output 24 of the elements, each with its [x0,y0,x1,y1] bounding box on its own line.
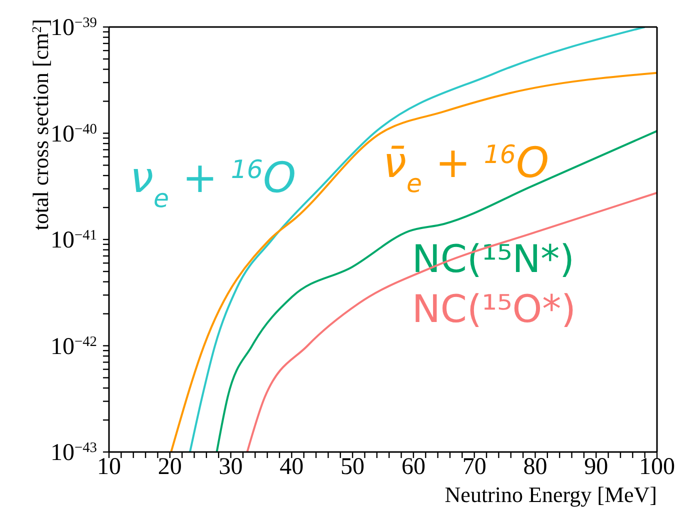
x-tick-label: 20 [158,454,182,480]
y-tick-label: 10$^{−39}$ [50,15,97,41]
x-tick-label: 50 [340,454,365,480]
series-label: ν$_{e}$ + $^{16}$O [130,153,296,212]
x-axis-title: Neutrino Energy [MeV] [444,482,657,507]
y-tick-label: 10$^{−42}$ [50,334,97,360]
y-tick-label: 10$^{−43}$ [50,440,97,466]
x-tick-label: 90 [584,454,608,480]
x-tick-label: 70 [462,454,486,480]
x-tick-label: 80 [523,454,548,480]
series-label: NC(¹⁵O*) [412,287,576,331]
line-series [216,130,657,452]
x-tick-label: 30 [218,454,243,480]
series-label: ν̄$_{e}$ + $^{16}$O [383,138,549,198]
x-tick-label: 10 [97,454,121,480]
x-tick-label: 40 [280,454,304,480]
series-label: NC(¹⁵N*) [412,237,575,281]
x-tick-label: 60 [401,454,426,480]
x-tick-label: 100 [639,454,675,480]
line-series [188,27,646,452]
line-series [246,192,657,452]
line-series [170,72,657,452]
y-tick-label: 10$^{−40}$ [50,121,97,148]
y-tick-label: 10$^{−41}$ [50,228,97,254]
